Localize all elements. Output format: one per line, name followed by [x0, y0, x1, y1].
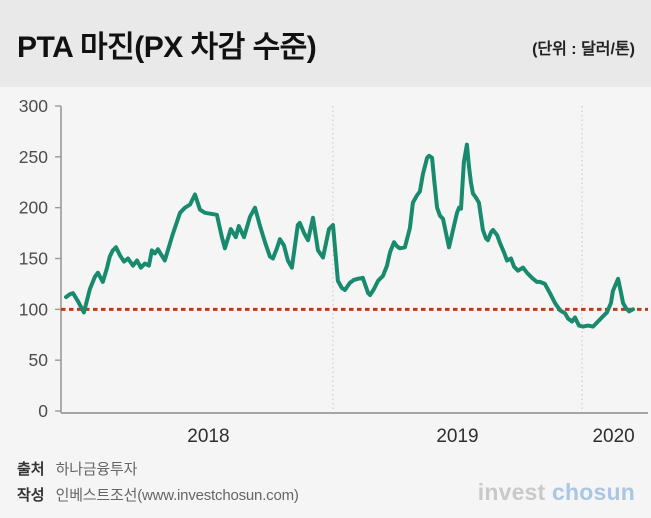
- y-axis-label: 50: [29, 350, 49, 370]
- chart-footer: 출처 하나금융투자 작성 인베스트조선(www.investchosun.com…: [0, 458, 651, 518]
- source-value: 하나금융투자: [55, 461, 138, 478]
- author-line: 작성 인베스트조선(www.investchosun.com): [17, 487, 651, 504]
- author-label: 작성: [17, 487, 45, 504]
- page-title: PTA 마진(PX 차감 수준): [17, 22, 317, 66]
- chart-header: PTA 마진(PX 차감 수준) (단위 : 달러/톤): [0, 0, 651, 87]
- title-main: PTA 마진: [17, 30, 135, 64]
- x-axis-label: 2020: [592, 426, 634, 447]
- x-axis-label: 2019: [436, 426, 478, 447]
- author-value: 인베스트조선(www.investchosun.com): [55, 487, 299, 504]
- y-axis-label: 100: [19, 299, 48, 319]
- source-label: 출처: [17, 461, 45, 478]
- x-axis-label: 2018: [187, 426, 229, 447]
- y-axis-label: 200: [19, 198, 48, 218]
- y-axis-label: 250: [19, 147, 48, 167]
- pta-margin-line-chart: 0 50 100 150 200 250 300 2018 2019 2020: [19, 96, 648, 447]
- logo-chosun: chosun: [552, 479, 635, 505]
- logo-invest: invest: [477, 479, 546, 505]
- y-axis-label: 150: [19, 249, 48, 269]
- trend-line: [64, 142, 635, 329]
- investchosun-logo: invest chosun: [478, 479, 635, 506]
- source-line: 출처 하나금융투자: [17, 461, 651, 478]
- unit-label: (단위 : 달러/톤): [532, 41, 635, 58]
- y-axis-label: 300: [19, 96, 48, 116]
- y-axis-label: 0: [38, 401, 48, 421]
- chart-area: 0 50 100 150 200 250 300 2018 2019 2020: [0, 87, 651, 458]
- title-sub: (PX 차감 수준): [134, 30, 317, 64]
